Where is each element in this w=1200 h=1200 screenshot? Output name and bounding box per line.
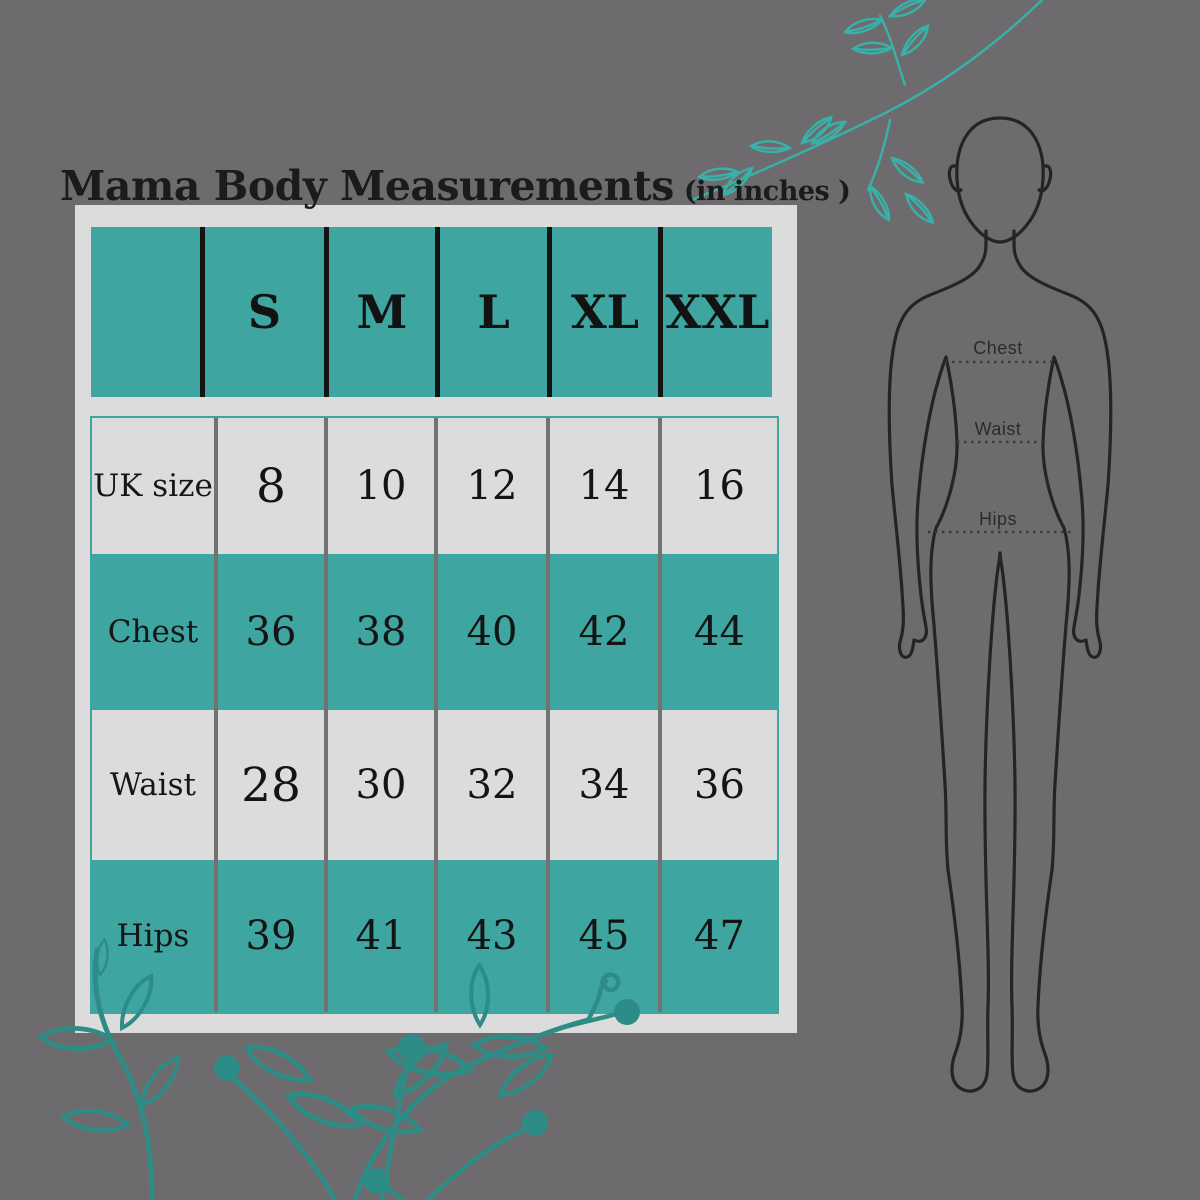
row-label-hips: Hips xyxy=(92,860,214,1012)
page-title-units: (in inches ) xyxy=(683,176,851,207)
cell-hips-xxl: 47 xyxy=(658,860,777,1012)
branch-top-right-decoration-icon xyxy=(690,0,1044,230)
page-title: Mama Body Measurements (in inches ) xyxy=(60,162,851,210)
cell-hips-l: 43 xyxy=(434,860,546,1012)
header-cell-xl: XL xyxy=(547,227,658,397)
size-chart-header-row: S M L XL XXL xyxy=(91,227,772,397)
row-label-waist: Waist xyxy=(92,710,214,860)
branch-bottom-left-decoration-icon xyxy=(0,937,640,1200)
header-cell-xxl: XXL xyxy=(658,227,772,397)
cell-chest-xl: 42 xyxy=(546,554,658,710)
cell-waist-m: 30 xyxy=(324,710,434,860)
figure-hips-label: Hips xyxy=(979,509,1017,529)
header-cell-l: L xyxy=(435,227,547,397)
cell-chest-s: 36 xyxy=(214,554,324,710)
header-cell-m: M xyxy=(324,227,435,397)
body-measurement-figure: Chest Waist Hips xyxy=(887,116,1113,1093)
cell-waist-xxl: 36 xyxy=(658,710,777,860)
figure-left-ear xyxy=(947,164,963,193)
figure-waist-label: Waist xyxy=(975,419,1022,439)
page-title-text: Mama Body Measurements xyxy=(60,162,674,210)
berry-dots xyxy=(214,999,640,1194)
cell-chest-xxl: 44 xyxy=(658,554,777,710)
figure-right-ear xyxy=(1037,164,1053,193)
spiral-curl xyxy=(600,972,621,993)
figure-head xyxy=(955,116,1045,244)
cell-chest-l: 40 xyxy=(434,554,546,710)
cell-waist-l: 32 xyxy=(434,710,546,860)
header-cell-s: S xyxy=(200,227,324,397)
size-chart-body: UK size 8 10 12 14 16 Chest 36 38 40 42 … xyxy=(90,416,779,1014)
cell-uk-size-m: 10 xyxy=(324,418,434,554)
cell-waist-xl: 34 xyxy=(546,710,658,860)
cell-uk-size-xl: 14 xyxy=(546,418,658,554)
cell-uk-size-xxl: 16 xyxy=(658,418,777,554)
header-cell-blank xyxy=(91,227,200,397)
cell-waist-s: 28 xyxy=(214,710,324,860)
cell-hips-m: 41 xyxy=(324,860,434,1012)
cell-uk-size-s: 8 xyxy=(214,418,324,554)
vine-stem xyxy=(92,947,155,1200)
cell-hips-s: 39 xyxy=(214,860,324,1012)
row-label-chest: Chest xyxy=(92,554,214,710)
row-label-uk-size: UK size xyxy=(92,418,214,554)
figure-chest-label: Chest xyxy=(973,338,1023,358)
cell-uk-size-l: 12 xyxy=(434,418,546,554)
cell-chest-m: 38 xyxy=(324,554,434,710)
figure-body-outline xyxy=(887,229,1002,1093)
